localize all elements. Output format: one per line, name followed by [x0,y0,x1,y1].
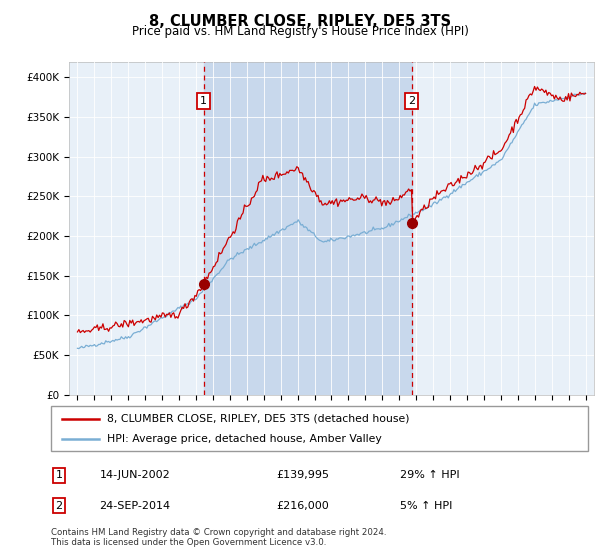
Text: 29% ↑ HPI: 29% ↑ HPI [400,470,460,480]
Text: 2: 2 [55,501,62,511]
Text: 14-JUN-2002: 14-JUN-2002 [100,470,170,480]
Text: 8, CLUMBER CLOSE, RIPLEY, DE5 3TS (detached house): 8, CLUMBER CLOSE, RIPLEY, DE5 3TS (detac… [107,413,410,423]
FancyBboxPatch shape [51,406,588,451]
Text: 5% ↑ HPI: 5% ↑ HPI [400,501,452,511]
Text: 1: 1 [56,470,62,480]
Text: 24-SEP-2014: 24-SEP-2014 [100,501,170,511]
Bar [203,62,412,395]
Text: Price paid vs. HM Land Registry's House Price Index (HPI): Price paid vs. HM Land Registry's House … [131,25,469,38]
Text: 1: 1 [200,96,207,106]
Text: HPI: Average price, detached house, Amber Valley: HPI: Average price, detached house, Ambe… [107,434,382,444]
Text: £139,995: £139,995 [277,470,329,480]
Text: Contains HM Land Registry data © Crown copyright and database right 2024.
This d: Contains HM Land Registry data © Crown c… [51,528,386,547]
Text: £216,000: £216,000 [277,501,329,511]
Text: 2: 2 [408,96,415,106]
Text: 8, CLUMBER CLOSE, RIPLEY, DE5 3TS: 8, CLUMBER CLOSE, RIPLEY, DE5 3TS [149,14,451,29]
